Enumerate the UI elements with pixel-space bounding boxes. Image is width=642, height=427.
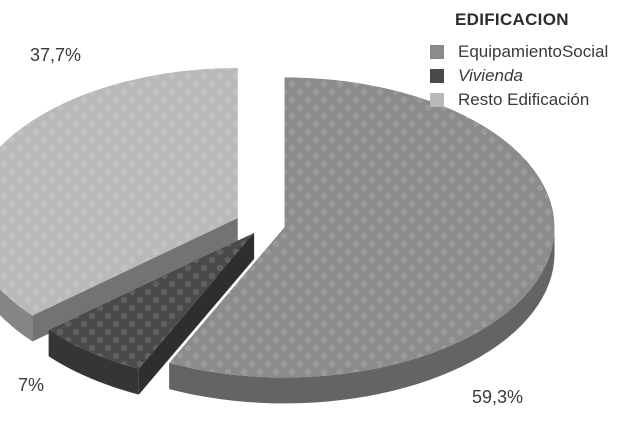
data-label-resto-edificacion: 37,7% xyxy=(30,45,82,65)
pie-slice-texture-vivienda xyxy=(48,232,255,369)
legend-swatch-resto-edificacion xyxy=(430,93,444,107)
legend-title: EDIFICACION xyxy=(455,10,569,29)
legend-item-equipamiento-social: EquipamientoSocial xyxy=(430,40,608,64)
pie-slice-texture-equipamientosocial xyxy=(169,77,555,378)
legend-item-vivienda: Vivienda xyxy=(430,64,608,88)
pie-slice-cut-resto-edificacion-0 xyxy=(32,218,238,342)
legend-swatch-vivienda xyxy=(430,69,444,83)
pie-slice-wall-resto-edificacion xyxy=(0,289,33,342)
pie-slice-texture-resto-edificacion xyxy=(0,68,238,316)
legend-label-vivienda: Vivienda xyxy=(458,66,523,85)
pie-slice-equipamientosocial xyxy=(169,77,555,404)
legend: EquipamientoSocial Vivienda Resto Edific… xyxy=(430,40,608,112)
legend-item-resto-edificacion: Resto Edificación xyxy=(430,88,608,112)
legend-label-equipamiento-social: EquipamientoSocial xyxy=(458,42,609,61)
legend-label-resto-edificacion: Resto Edificación xyxy=(458,90,590,109)
pie-slice-wall-equipamientosocial xyxy=(169,227,555,404)
data-label-vivienda: 7% xyxy=(18,375,45,395)
legend-swatch-equipamiento-social xyxy=(430,45,444,59)
pie-slice-wall-vivienda xyxy=(48,330,139,395)
pie-slice-resto-edificacion xyxy=(0,68,238,342)
pie-slice-cut-vivienda-0 xyxy=(138,232,255,395)
data-label-equipamiento-social: 59,3% xyxy=(472,387,524,407)
pie-slice-vivienda xyxy=(48,232,255,395)
